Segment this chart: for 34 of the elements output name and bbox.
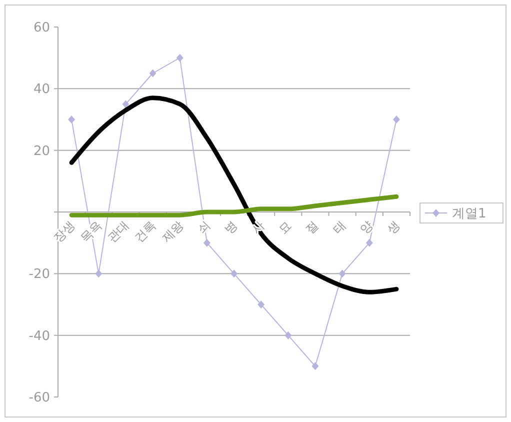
y-tick-label: 20 [33, 144, 50, 159]
legend-label: 계열1 [452, 206, 486, 222]
x-tick-label: 관대 [104, 218, 132, 246]
y-tick-label: -60 [28, 390, 50, 406]
point [203, 238, 210, 247]
line-series [69, 194, 399, 218]
x-tick-label: 쇠 [194, 218, 213, 237]
x-tick-label: 목욕 [78, 218, 105, 246]
point [366, 238, 373, 247]
point [392, 116, 400, 124]
point [284, 331, 292, 340]
point [149, 69, 156, 78]
point [230, 270, 238, 278]
x-tick-label: 절 [302, 218, 322, 237]
x-tick-label: 제왕 [159, 218, 186, 246]
y-tick-label: 60 [33, 20, 50, 36]
x-tick-label: 양 [357, 218, 376, 237]
x-tick-label: 병 [222, 218, 240, 237]
point [95, 270, 102, 278]
point [176, 54, 184, 62]
x-tick-label: 장생 [50, 218, 78, 246]
x-tick-label: 사 [248, 218, 268, 237]
x-tick-label: 생 [384, 218, 403, 237]
point [338, 270, 346, 278]
x-tick-label: 건록 [132, 218, 159, 246]
point [312, 362, 319, 370]
x-tick-label: 묘 [276, 218, 294, 237]
point [258, 300, 265, 308]
x-tick-label: 태 [330, 218, 348, 237]
point [122, 100, 130, 108]
point [68, 116, 76, 124]
y-tick-label: -40 [28, 328, 50, 344]
y-tick-label: 40 [33, 82, 50, 98]
y-tick-label: -20 [28, 267, 50, 282]
